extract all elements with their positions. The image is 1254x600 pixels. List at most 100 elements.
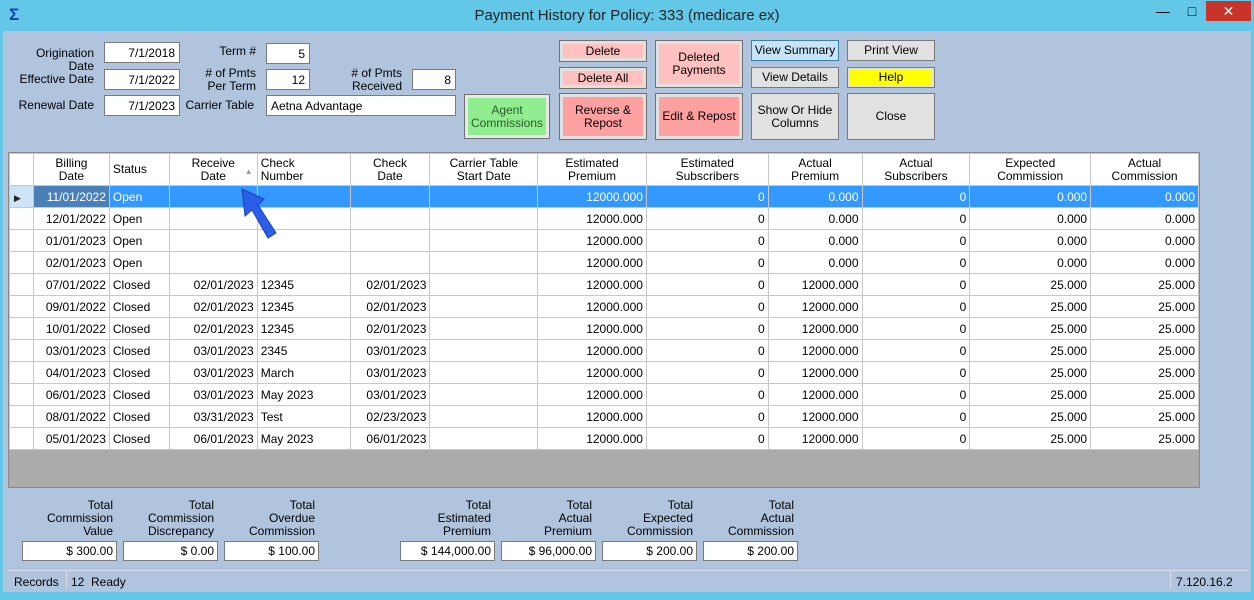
cell-status[interactable]: Closed bbox=[108, 273, 170, 296]
cell-expected-commission[interactable]: 25.000 bbox=[969, 361, 1092, 384]
cell-check-date[interactable] bbox=[349, 229, 431, 252]
cell-billing-date[interactable]: 07/01/2022 bbox=[32, 273, 110, 296]
row-header[interactable] bbox=[9, 229, 34, 252]
cell-check-date[interactable] bbox=[349, 207, 431, 230]
cell-expected-commission[interactable]: 25.000 bbox=[969, 295, 1092, 318]
term-field[interactable]: 5 bbox=[266, 43, 310, 64]
cell-check-number[interactable]: 12345 bbox=[256, 273, 351, 296]
cell-status[interactable]: Closed bbox=[108, 317, 170, 340]
cell-estimated-subscribers[interactable]: 0 bbox=[645, 317, 769, 340]
cell-actual-premium[interactable]: 12000.000 bbox=[767, 405, 863, 428]
cell-actual-subscribers[interactable]: 0 bbox=[861, 295, 971, 318]
cell-carrier-table-start-date[interactable] bbox=[429, 405, 539, 428]
show-hide-columns-button[interactable]: Show Or Hide Columns bbox=[751, 93, 839, 140]
cell-billing-date[interactable]: 08/01/2022 bbox=[32, 405, 110, 428]
cell-estimated-premium[interactable]: 12000.000 bbox=[537, 339, 647, 362]
close-button[interactable]: Close bbox=[847, 93, 935, 140]
cell-actual-subscribers[interactable]: 0 bbox=[861, 273, 971, 296]
cell-actual-commission[interactable]: 25.000 bbox=[1090, 339, 1199, 362]
minimize-button[interactable]: — bbox=[1156, 3, 1170, 19]
cell-receive-date[interactable]: 02/01/2023 bbox=[168, 295, 258, 318]
deleted-payments-button[interactable]: Deleted Payments bbox=[655, 40, 743, 88]
cell-receive-date[interactable]: 03/31/2023 bbox=[168, 405, 258, 428]
column-header-actual-premium[interactable]: Actual Premium bbox=[767, 153, 863, 186]
cell-estimated-premium[interactable]: 12000.000 bbox=[537, 317, 647, 340]
cell-carrier-table-start-date[interactable] bbox=[429, 339, 539, 362]
total-actual-commission-field[interactable]: $ 200.00 bbox=[703, 541, 798, 561]
cell-estimated-premium[interactable]: 12000.000 bbox=[537, 273, 647, 296]
cell-status[interactable]: Open bbox=[108, 185, 170, 208]
table-row[interactable]: 03/01/2023 Closed 03/01/2023 2345 03/01/2023… bbox=[9, 339, 1199, 362]
cell-actual-subscribers[interactable]: 0 bbox=[861, 405, 971, 428]
cell-status[interactable]: Closed bbox=[108, 383, 170, 406]
cell-expected-commission[interactable]: 25.000 bbox=[969, 339, 1092, 362]
column-header-check-date[interactable]: Check Date bbox=[349, 153, 431, 186]
cell-estimated-subscribers[interactable]: 0 bbox=[645, 185, 769, 208]
origination-date-field[interactable]: 7/1/2018 bbox=[104, 42, 180, 63]
table-row[interactable]: 07/01/2022 Closed 02/01/2023 12345 02/01/202… bbox=[9, 273, 1199, 296]
cell-carrier-table-start-date[interactable] bbox=[429, 207, 539, 230]
cell-estimated-subscribers[interactable]: 0 bbox=[645, 405, 769, 428]
print-view-button[interactable]: Print View bbox=[847, 40, 935, 61]
cell-actual-premium[interactable]: 12000.000 bbox=[767, 339, 863, 362]
cell-check-date[interactable]: 02/01/2023 bbox=[349, 295, 431, 318]
cell-actual-subscribers[interactable]: 0 bbox=[861, 185, 971, 208]
row-header[interactable] bbox=[9, 405, 34, 428]
table-row[interactable]: 10/01/2022 Closed 02/01/2023 12345 02/01/202… bbox=[9, 317, 1199, 340]
column-header-status[interactable]: Status bbox=[108, 153, 170, 186]
cell-check-date[interactable]: 06/01/2023 bbox=[349, 427, 431, 450]
cell-billing-date[interactable]: 04/01/2023 bbox=[32, 361, 110, 384]
cell-carrier-table-start-date[interactable] bbox=[429, 427, 539, 450]
cell-estimated-subscribers[interactable]: 0 bbox=[645, 273, 769, 296]
reverse-repost-button[interactable]: Reverse & Repost bbox=[559, 93, 647, 140]
cell-estimated-premium[interactable]: 12000.000 bbox=[537, 427, 647, 450]
table-row[interactable]: 06/01/2023 Closed 03/01/2023 May 2023 03/01/… bbox=[9, 383, 1199, 406]
cell-check-date[interactable]: 02/01/2023 bbox=[349, 317, 431, 340]
cell-check-date[interactable] bbox=[349, 251, 431, 274]
cell-actual-premium[interactable]: 0.000 bbox=[767, 207, 863, 230]
cell-receive-date[interactable] bbox=[168, 251, 258, 274]
column-header-carrier-table-start-date[interactable]: Carrier Table Start Date bbox=[429, 153, 539, 186]
cell-carrier-table-start-date[interactable] bbox=[429, 229, 539, 252]
cell-status[interactable]: Closed bbox=[108, 295, 170, 318]
table-row[interactable]: 01/01/2023 Open 12000.000 0 0.000 0 0.000 0.000 bbox=[9, 229, 1199, 252]
cell-status[interactable]: Closed bbox=[108, 361, 170, 384]
column-header-actual-commission[interactable]: Actual Commission bbox=[1090, 153, 1199, 186]
pmts-received-field[interactable]: 8 bbox=[412, 69, 456, 90]
cell-estimated-premium[interactable]: 12000.000 bbox=[537, 361, 647, 384]
cell-actual-commission[interactable]: 0.000 bbox=[1090, 229, 1199, 252]
cell-expected-commission[interactable]: 0.000 bbox=[969, 251, 1092, 274]
cell-actual-commission[interactable]: 0.000 bbox=[1090, 185, 1199, 208]
column-header-billing-date[interactable]: Billing Date bbox=[32, 153, 110, 186]
row-header[interactable] bbox=[9, 427, 34, 450]
pmts-per-term-field[interactable]: 12 bbox=[266, 69, 310, 90]
total-overdue-commission-field[interactable]: $ 100.00 bbox=[224, 541, 319, 561]
cell-status[interactable]: Open bbox=[108, 207, 170, 230]
table-row[interactable]: 02/01/2023 Open 12000.000 0 0.000 0 0.000 0.000 bbox=[9, 251, 1199, 274]
cell-receive-date[interactable]: 03/01/2023 bbox=[168, 339, 258, 362]
cell-estimated-premium[interactable]: 12000.000 bbox=[537, 383, 647, 406]
cell-check-date[interactable]: 03/01/2023 bbox=[349, 361, 431, 384]
view-details-button[interactable]: View Details bbox=[751, 67, 839, 88]
table-row[interactable]: 08/01/2022 Closed 03/31/2023 Test 02/23/2023… bbox=[9, 405, 1199, 428]
cell-actual-commission[interactable]: 25.000 bbox=[1090, 317, 1199, 340]
cell-check-date[interactable]: 02/23/2023 bbox=[349, 405, 431, 428]
cell-receive-date[interactable]: 03/01/2023 bbox=[168, 383, 258, 406]
cell-check-number[interactable]: 12345 bbox=[256, 295, 351, 318]
row-header[interactable] bbox=[9, 339, 34, 362]
cell-expected-commission[interactable]: 25.000 bbox=[969, 383, 1092, 406]
cell-estimated-subscribers[interactable]: 0 bbox=[645, 383, 769, 406]
cell-estimated-subscribers[interactable]: 0 bbox=[645, 207, 769, 230]
cell-billing-date[interactable]: 01/01/2023 bbox=[32, 229, 110, 252]
cell-estimated-premium[interactable]: 12000.000 bbox=[537, 295, 647, 318]
renewal-date-field[interactable]: 7/1/2023 bbox=[104, 95, 180, 116]
cell-carrier-table-start-date[interactable] bbox=[429, 185, 539, 208]
column-header-expected-commission[interactable]: Expected Commission bbox=[969, 153, 1092, 186]
cell-actual-subscribers[interactable]: 0 bbox=[861, 317, 971, 340]
cell-estimated-subscribers[interactable]: 0 bbox=[645, 427, 769, 450]
cell-carrier-table-start-date[interactable] bbox=[429, 361, 539, 384]
cell-actual-subscribers[interactable]: 0 bbox=[861, 229, 971, 252]
column-header-actual-subscribers[interactable]: Actual Subscribers bbox=[861, 153, 971, 186]
row-header[interactable] bbox=[9, 295, 34, 318]
cell-check-number[interactable]: May 2023 bbox=[256, 383, 351, 406]
